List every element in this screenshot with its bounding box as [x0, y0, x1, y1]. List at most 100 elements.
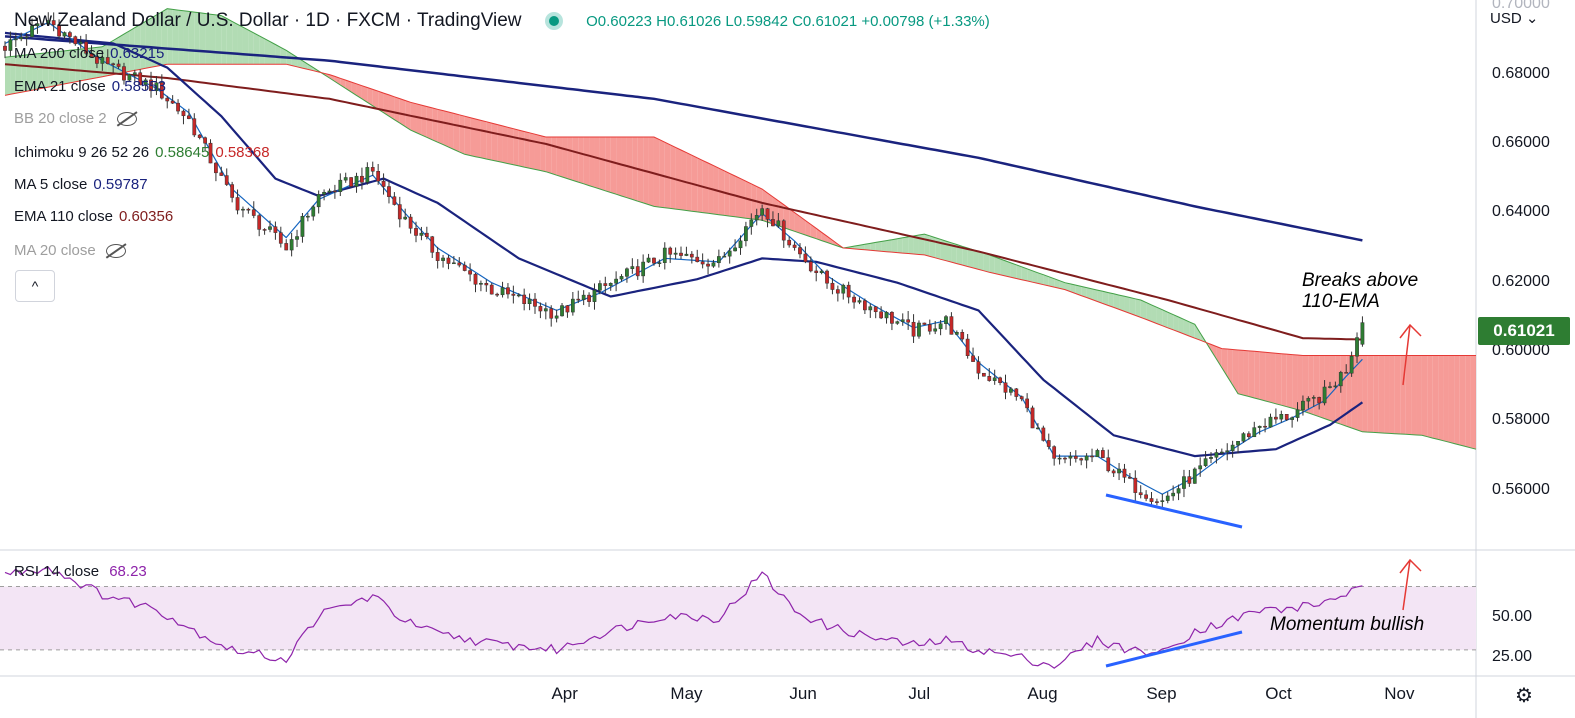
eye-hidden-icon[interactable] — [116, 112, 137, 127]
cloud-segment — [967, 247, 974, 268]
candle-down — [181, 110, 186, 117]
cloud-segment — [1075, 285, 1082, 296]
time-tick-label: Jun — [789, 684, 817, 703]
candle-up — [327, 190, 332, 193]
cloud-segment — [459, 114, 465, 155]
cloud-segment — [935, 237, 941, 260]
cloud-segment — [480, 120, 487, 159]
rsi-legend[interactable]: RSI 14 close 68.23 — [14, 563, 147, 580]
candle-down — [1014, 388, 1019, 397]
cloud-segment — [129, 27, 135, 72]
candle-down — [489, 284, 494, 295]
candle-down — [116, 63, 121, 67]
cloud-segment — [675, 147, 682, 210]
ema21-line — [4, 31, 1364, 458]
candle-down — [981, 372, 986, 377]
cloud-segment — [1037, 272, 1044, 285]
candle-up — [560, 305, 564, 317]
cloud-segment — [1016, 264, 1022, 280]
candle-up — [754, 215, 759, 221]
cloud-segment — [1421, 355, 1428, 437]
cloud-segment — [827, 236, 833, 245]
cloud-segment — [1367, 355, 1374, 433]
candle-up — [543, 308, 548, 312]
cloud-segment — [799, 216, 806, 236]
last-price-badge: 0.61021 — [1478, 317, 1570, 345]
candle-up — [619, 276, 624, 280]
time-tick-label: May — [670, 684, 703, 703]
cloud-segment — [497, 124, 503, 163]
candle-up — [479, 282, 483, 285]
cloud-segment — [605, 137, 611, 193]
candle-up — [1355, 337, 1359, 357]
cloud-segment — [1297, 355, 1303, 411]
candle-down — [587, 294, 591, 302]
indicator-legend-row[interactable]: MA 20 close — [14, 242, 126, 259]
candle-down — [1030, 407, 1035, 429]
cloud-segment — [859, 244, 865, 250]
candle-down — [1144, 494, 1148, 499]
candle-down — [911, 321, 916, 337]
cloud-segment — [1140, 300, 1147, 320]
eye-hidden-icon[interactable] — [105, 244, 126, 259]
cloud-segment — [1351, 355, 1358, 430]
cloud-segment — [1265, 352, 1271, 403]
currency-selector[interactable]: USD ⌄ — [1490, 9, 1538, 27]
cloud-segment — [1448, 355, 1455, 444]
cloud-segment — [664, 142, 671, 209]
cloud-segment — [1308, 355, 1314, 415]
cloud-segment — [64, 50, 70, 84]
cloud-segment — [302, 60, 308, 70]
indicator-legend-row[interactable]: MA 200 close 0.63215 — [14, 45, 164, 62]
candle-down — [468, 270, 472, 275]
cloud-segment — [524, 131, 530, 169]
cloud-segment — [1454, 355, 1460, 445]
cloud-segment — [145, 18, 152, 69]
cloud-segment — [1059, 280, 1065, 290]
candle-down — [84, 41, 88, 54]
candle-up — [1009, 388, 1013, 393]
cloud-segment — [1027, 268, 1033, 283]
candle-up — [570, 298, 575, 313]
candle-up — [24, 36, 29, 38]
candle-up — [100, 57, 105, 64]
indicator-legend-row[interactable]: EMA 21 close 0.58553 — [14, 78, 166, 95]
candle-down — [706, 263, 710, 267]
candle-up — [1117, 468, 1121, 474]
candle-up — [684, 253, 689, 256]
candle-up — [954, 332, 959, 335]
candle-up — [1176, 488, 1181, 494]
candle-down — [1079, 458, 1084, 461]
indicator-legend-row[interactable]: BB 20 close 2 — [14, 110, 137, 127]
cloud-segment — [26, 54, 33, 92]
time-tick-label: Apr — [551, 684, 578, 703]
candle-up — [857, 300, 862, 303]
indicator-legend-row[interactable]: MA 5 close 0.59787 — [14, 176, 148, 193]
cloud-segment — [394, 96, 400, 124]
candle-up — [1252, 427, 1257, 438]
candle-down — [170, 100, 175, 104]
price-tick-label: 0.64000 — [1492, 203, 1550, 221]
symbol-title[interactable]: New Zealand Dollar / U.S. Dollar · 1D · … — [14, 10, 522, 31]
candle-up — [8, 39, 13, 51]
candle-up — [992, 377, 997, 381]
indicator-value: 0.59787 — [93, 176, 148, 193]
candle-up — [727, 250, 732, 257]
indicator-value: 0.58553 — [111, 78, 166, 95]
cloud-segment — [388, 94, 395, 120]
candle-up — [744, 226, 748, 242]
candle-down — [89, 53, 94, 57]
candle-down — [1052, 446, 1057, 459]
cloud-segment — [973, 249, 979, 270]
settings-gear-icon[interactable]: ⚙ — [1515, 685, 1533, 707]
candle-up — [711, 262, 716, 267]
cloud-segment — [545, 137, 552, 174]
collapse-legend-button[interactable]: ^ — [15, 270, 55, 302]
indicator-legend-row[interactable]: Ichimoku 9 26 52 26 0.58645 0.58368 — [14, 144, 270, 161]
candle-down — [922, 322, 927, 325]
indicator-label: MA 20 close — [14, 242, 96, 259]
indicator-legend-row[interactable]: EMA 110 close 0.60356 — [14, 208, 173, 225]
candle-down — [852, 296, 856, 303]
candle-up — [614, 278, 618, 284]
